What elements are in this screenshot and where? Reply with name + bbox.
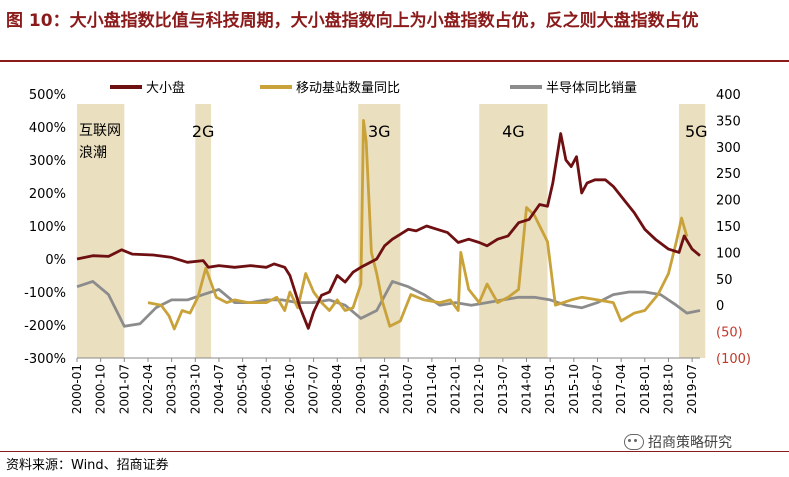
y-left-tick-0: 500% <box>29 88 66 103</box>
y-left-tick-5: 0% <box>45 253 66 268</box>
x-tick-label-10: 2007-07 <box>307 364 321 414</box>
x-tick-label-21: 2015-10 <box>567 364 581 414</box>
y-right-tick-8: 0 <box>716 299 724 314</box>
x-tick-label-6: 2004-07 <box>212 364 226 414</box>
shaded-period-label-3: 4G <box>502 122 525 141</box>
series-lines <box>76 119 701 331</box>
y-right-tick-0: 400 <box>716 88 741 103</box>
shaded-period-label-1: 2G <box>192 122 215 141</box>
x-tick-label-0: 2000-01 <box>70 364 84 414</box>
y-left-tick-2: 300% <box>29 154 66 169</box>
x-tick-label-18: 2013-07 <box>496 364 510 414</box>
x-tick-label-3: 2002-04 <box>141 364 155 414</box>
y-left-tick-6: -100% <box>24 286 66 301</box>
y-left-tick-1: 400% <box>29 121 66 136</box>
x-tick-label-15: 2011-04 <box>425 364 439 414</box>
y-right-tick-1: 350 <box>716 114 741 129</box>
legend: 大小盘 移动基站数量同比 半导体同比销量 <box>110 80 637 96</box>
x-tick-label-1: 2000-10 <box>94 364 108 414</box>
title-divider <box>0 60 789 62</box>
source-note: 资料来源：Wind、招商证券 <box>6 458 169 473</box>
x-tick-label-11: 2008-04 <box>330 364 344 414</box>
y-left-tick-7: -200% <box>24 319 66 334</box>
legend-label-semiconductor: 半导体同比销量 <box>546 81 637 96</box>
legend-label-base-station: 移动基站数量同比 <box>296 81 400 96</box>
shaded-period-label-0-0: 互联网 <box>79 123 121 139</box>
x-tick-label-2: 2001-07 <box>117 364 131 414</box>
y-right-tick-7: 50 <box>716 273 733 288</box>
legend-label-size-ratio: 大小盘 <box>146 80 185 96</box>
y-left-axis: 500% 400% 300% 200% 100% 0% -100% -200% -300% <box>24 88 66 367</box>
x-tick-label-13: 2009-10 <box>378 364 392 414</box>
y-right-tick-9: (50) <box>716 326 743 341</box>
watermark: 招商策略研究 <box>624 432 732 452</box>
shaded-period-label-4: 5G <box>685 122 708 141</box>
y-right-axis: 400 350 300 250 200 150 100 50 0 (50) (100) <box>716 88 751 367</box>
source-divider <box>0 451 789 452</box>
y-left-tick-4: 100% <box>29 220 66 235</box>
series-line-base-station <box>147 119 689 331</box>
x-tick-label-9: 2006-10 <box>283 364 297 414</box>
wechat-icon <box>624 434 644 450</box>
y-right-tick-2: 300 <box>716 141 741 156</box>
y-right-tick-6: 100 <box>716 246 741 261</box>
x-tick-label-17: 2012-10 <box>472 364 486 414</box>
y-left-tick-3: 200% <box>29 187 66 202</box>
y-right-tick-10: (100) <box>716 352 751 367</box>
shaded-period-4 <box>678 104 706 358</box>
shaded-period-2 <box>358 104 401 358</box>
shaded-period-1 <box>195 104 212 358</box>
x-tick-label-23: 2017-04 <box>614 364 628 414</box>
x-tick-label-25: 2018-10 <box>661 364 675 414</box>
shaded-period-label-2: 3G <box>368 122 391 141</box>
x-tick-label-12: 2009-01 <box>354 364 368 414</box>
x-tick-label-24: 2018-01 <box>638 364 652 414</box>
x-tick-label-7: 2005-04 <box>236 364 250 414</box>
x-tick-label-22: 2016-07 <box>590 364 604 414</box>
x-tick-label-20: 2015-01 <box>543 364 557 414</box>
series-line-size-ratio <box>76 132 701 330</box>
figure-title: 图 10：大小盘指数比值与科技周期，大小盘指数向上为小盘指数占优，反之则大盘指数… <box>6 11 699 31</box>
x-tick-label-4: 2003-01 <box>165 364 179 414</box>
shaded-period-0 <box>77 104 125 358</box>
y-right-tick-3: 250 <box>716 167 741 182</box>
watermark-label: 招商策略研究 <box>648 435 732 451</box>
x-tick-label-8: 2006-01 <box>259 364 273 414</box>
x-tick-label-26: 2019-07 <box>685 364 699 414</box>
x-tick-label-19: 2014-04 <box>520 364 534 414</box>
x-tick-label-5: 2003-10 <box>188 364 202 414</box>
shaded-period-label-0-1: 浪潮 <box>79 145 107 161</box>
x-tick-label-16: 2012-01 <box>449 364 463 414</box>
y-left-tick-8: -300% <box>24 352 66 367</box>
x-axis: 2000-01 2000-10 2001-07 2002-04 2003-01 2003-… <box>70 358 699 414</box>
y-right-tick-4: 200 <box>716 194 741 209</box>
x-tick-label-14: 2010-07 <box>401 364 415 414</box>
y-right-tick-5: 150 <box>716 220 741 235</box>
